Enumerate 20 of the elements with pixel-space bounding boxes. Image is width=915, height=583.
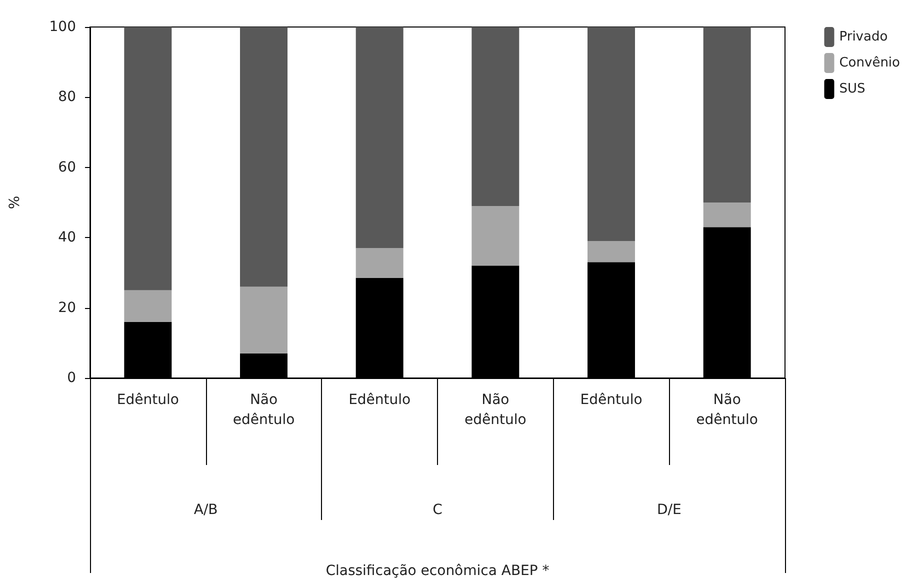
x-tick-label: Edêntulo: [348, 392, 411, 408]
legend-label: Privado: [839, 30, 888, 44]
text: A/B: [194, 502, 218, 518]
text: D/E: [656, 502, 682, 518]
x-tick-label: Não edêntulo: [696, 392, 758, 428]
y-axis-title: %: [7, 196, 23, 210]
text: C: [432, 502, 443, 518]
x-tick-label: Não edêntulo: [232, 392, 295, 428]
x-tick-label: Edêntulo: [580, 392, 642, 408]
y-tick-label: 80: [58, 89, 76, 106]
legend-label: SUS: [839, 82, 866, 96]
y-tick-label: 20: [58, 300, 76, 316]
y-tick-label: 100: [49, 19, 76, 35]
text: Classificação econômica ABEP *: [326, 563, 550, 579]
y-tick-label: 60: [58, 159, 76, 176]
y-tick-label: 40: [58, 230, 76, 246]
y-tick-label: 0: [67, 370, 76, 386]
legend-label: Convênio: [839, 56, 900, 70]
x-tick-label: Não edêntulo: [464, 392, 526, 428]
x-tick-label: Edêntulo: [116, 392, 179, 408]
